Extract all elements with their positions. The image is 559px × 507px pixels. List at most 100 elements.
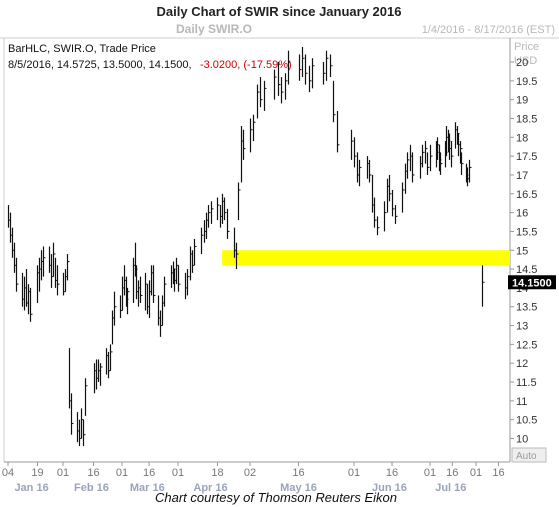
y-tick-label: 10.5 <box>516 415 537 427</box>
hlc-bar <box>226 208 230 239</box>
date-range-label: 1/4/2016 - 8/17/2016 (EST) <box>422 24 555 36</box>
hlc-bar <box>109 344 113 371</box>
hlc-bar <box>394 205 398 224</box>
hlc-bar <box>373 197 377 228</box>
hlc-bar <box>284 73 288 100</box>
x-month-label: May 16 <box>280 482 317 494</box>
hlc-bar <box>280 77 284 104</box>
y-tick-label: 16.5 <box>516 189 537 201</box>
hlc-bar <box>287 50 291 85</box>
chart-title: Daily Chart of SWIR since January 2016 <box>157 4 402 19</box>
last-price-value: 14.1500 <box>512 277 552 289</box>
hlc-bar <box>113 291 117 326</box>
hlc-bar <box>273 69 277 100</box>
y-tick-label: 17 <box>516 170 528 182</box>
x-tick-label: 18 <box>211 467 223 479</box>
x-tick-label: 01 <box>172 467 184 479</box>
hlc-bar <box>277 62 281 96</box>
x-tick-label: 01 <box>424 467 436 479</box>
hlc-bar <box>406 152 410 179</box>
x-tick-label: 01 <box>348 467 360 479</box>
hlc-bar <box>481 265 485 307</box>
x-tick-label: 16 <box>292 467 304 479</box>
hlc-bar <box>186 269 190 296</box>
hlc-bar <box>200 227 204 255</box>
hlc-bar <box>163 276 167 307</box>
x-tick-label: 19 <box>31 467 43 479</box>
hlc-bar <box>325 50 329 81</box>
hlc-bar <box>298 54 302 81</box>
hlc-bar <box>332 80 336 123</box>
x-tick-label: 01 <box>470 467 482 479</box>
highlight-band <box>222 250 510 266</box>
hlc-bar <box>99 363 103 386</box>
hlc-bar <box>223 197 227 221</box>
hlc-bar <box>421 144 425 168</box>
hlc-bar <box>459 141 463 164</box>
instrument-label: Daily SWIR.O <box>176 22 252 36</box>
hlc-bar <box>322 62 326 85</box>
y-tick-label: 18 <box>516 132 528 144</box>
hlc-bar <box>84 378 88 416</box>
x-tick-label: 16 <box>446 467 458 479</box>
y-tick-label: 19.5 <box>516 76 537 88</box>
y-tick-label: 12 <box>516 358 528 370</box>
x-tick-label: 02 <box>244 467 256 479</box>
hlc-bar <box>210 201 214 224</box>
legend-change-value: -3.0200, (-17.59%) <box>200 59 292 71</box>
x-month-label: Jun 16 <box>372 482 407 494</box>
auto-scale-button-label[interactable]: Auto <box>516 451 537 462</box>
y-tick-label: 20 <box>516 57 528 69</box>
y-tick-label: 13.5 <box>516 302 537 314</box>
hlc-bar <box>368 159 372 183</box>
y-axis: 1010.51111.51212.51313.51414.51515.51616… <box>510 57 537 446</box>
y-tick-label: 11 <box>516 396 527 408</box>
y-tick-label: 12.5 <box>516 339 537 351</box>
hlc-bar <box>139 276 143 303</box>
chart-credit: Chart courtesy of Thomson Reuters Eikon <box>155 490 397 505</box>
hlc-bar <box>256 84 260 119</box>
auto-scale-button-bg[interactable] <box>511 447 547 463</box>
x-tick-label: 16 <box>492 467 504 479</box>
hlc-bar <box>42 246 46 277</box>
hlc-bar <box>301 46 305 78</box>
hlc-bar <box>350 129 354 160</box>
hlc-bar <box>329 54 333 78</box>
x-month-label: Feb 16 <box>74 482 109 494</box>
y-tick-label: 11.5 <box>516 377 537 389</box>
y-tick-label: 15.5 <box>516 226 537 238</box>
hlc-bar <box>263 80 267 111</box>
hlc-bar <box>336 110 340 153</box>
x-month-label: Mar 16 <box>130 482 165 494</box>
hlc-bar <box>126 287 130 315</box>
hlc-bar <box>235 242 239 270</box>
hlc-bars <box>7 46 485 447</box>
auto-scale-button[interactable]: Auto <box>511 447 547 463</box>
x-month-label: Jul 16 <box>435 482 466 494</box>
hlc-bar <box>15 257 19 292</box>
y-tick-label: 19 <box>516 95 528 107</box>
hlc-bar <box>52 242 56 277</box>
hlc-bar <box>411 152 415 183</box>
y-tick-label: 18.5 <box>516 113 537 125</box>
hlc-bar <box>249 118 253 153</box>
y-tick-label: 13 <box>516 321 528 333</box>
hlc-bar <box>429 144 433 172</box>
hlc-bar <box>252 114 256 142</box>
x-tick-label: 16 <box>87 467 99 479</box>
hlc-bar <box>304 54 308 85</box>
y-tick-label: 15 <box>516 245 528 257</box>
legend-line-2: 8/5/2016, 14.5725, 13.5000, 14.1500, -3.… <box>8 55 292 72</box>
hlc-bar <box>82 419 86 447</box>
hlc-bar <box>308 65 312 93</box>
hlc-bar <box>439 152 443 175</box>
x-tick-label: 04 <box>2 467 14 479</box>
x-month-label: Jan 16 <box>14 482 48 494</box>
hlc-bar <box>460 152 464 175</box>
hlc-bar <box>391 190 395 217</box>
y-tick-label: 10 <box>516 434 528 446</box>
last-price-tag-bg <box>508 275 556 290</box>
legend-ohlc-values: 8/5/2016, 14.5725, 13.5000, 14.1500, <box>8 59 192 71</box>
x-axis: 04 19 01 16 01 16 01 18 02 16 01 16 01 16 01 16 Jan 16 Fe… <box>2 462 505 494</box>
